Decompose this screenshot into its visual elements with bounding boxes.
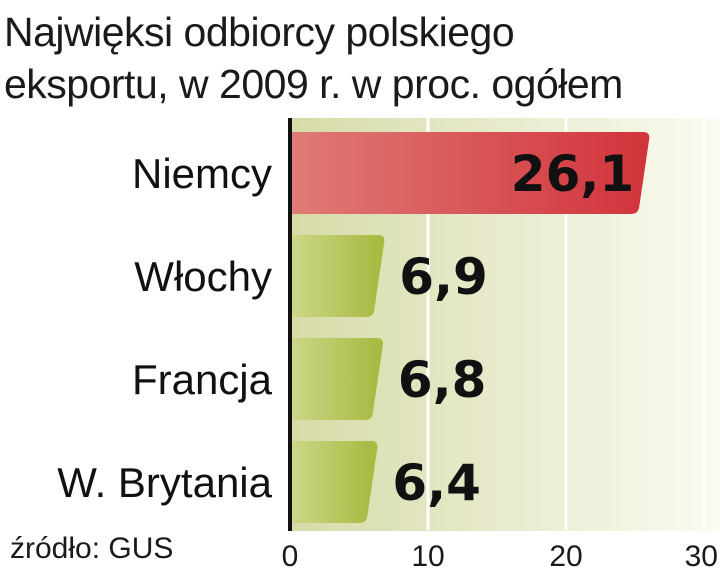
category-label: W. Brytania [57, 459, 272, 506]
chart-title-line-2: eksportu, w 2009 r. w proc. ogółem [4, 61, 623, 107]
category-labels: Niemcy Włochy Francja W. Brytania [57, 150, 272, 506]
bar-w-ochy [290, 235, 385, 317]
tick-label-10: 10 [411, 540, 444, 573]
bar-w-brytania [290, 441, 378, 523]
chart-title-line-1: Najwięksi odbiorcy polskiego [4, 9, 515, 55]
chart-title: Najwięksi odbiorcy polskiego eksportu, w… [4, 6, 720, 110]
x-axis-ticks: 0 10 20 30 [282, 540, 718, 573]
category-label: Włochy [134, 253, 272, 300]
tick-label-0: 0 [282, 540, 299, 573]
category-label: Francja [132, 356, 273, 403]
tick-label-30: 30 [685, 540, 718, 573]
tick-label-20: 20 [549, 540, 582, 573]
value-label: 6,8 [398, 351, 487, 409]
source-note: źródło: GUS [10, 532, 174, 565]
value-labels: 26,1 6,9 6,8 6,4 [392, 145, 634, 512]
bar-niemcy [290, 132, 650, 214]
value-label: 26,1 [511, 145, 634, 203]
value-label: 6,4 [392, 454, 481, 512]
bars [290, 132, 650, 523]
value-label: 6,9 [399, 248, 488, 306]
bar-francja [290, 338, 383, 420]
category-label: Niemcy [132, 150, 272, 197]
